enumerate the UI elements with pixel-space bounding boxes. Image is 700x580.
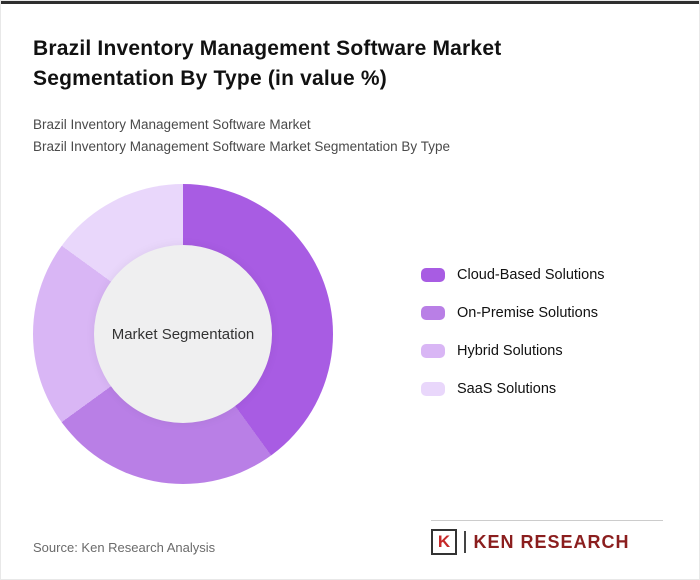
- source-text: Source: Ken Research Analysis: [33, 540, 216, 555]
- legend-swatch: [421, 267, 445, 282]
- chart-legend: Cloud-Based Solutions On-Premise Solution…: [421, 265, 605, 417]
- donut-center-label: Market Segmentation: [111, 325, 255, 343]
- legend-swatch: [421, 343, 445, 358]
- legend-item: SaaS Solutions: [421, 379, 605, 398]
- top-border: [1, 1, 699, 4]
- subtitle-line-2: Brazil Inventory Management Software Mar…: [33, 138, 450, 154]
- ken-research-logo: K KEN RESEARCH: [431, 520, 663, 555]
- ken-research-k-icon: K: [431, 529, 457, 555]
- legend-label: Cloud-Based Solutions: [457, 266, 605, 283]
- legend-label: Hybrid Solutions: [457, 342, 563, 359]
- donut-chart: Market Segmentation: [33, 184, 333, 484]
- donut-center: Market Segmentation: [94, 245, 272, 423]
- legend-swatch: [421, 305, 445, 320]
- legend-swatch: [421, 381, 445, 396]
- logo-text: KEN RESEARCH: [473, 531, 630, 552]
- logo-divider: [464, 531, 466, 553]
- page-title: Brazil Inventory Management Software Mar…: [33, 37, 502, 91]
- legend-label: SaaS Solutions: [457, 380, 557, 397]
- legend-item: On-Premise Solutions: [421, 303, 605, 322]
- subtitle-line-1: Brazil Inventory Management Software Mar…: [33, 117, 311, 132]
- subtitle-block: Brazil Inventory Management Software Mar…: [33, 114, 450, 158]
- legend-item: Cloud-Based Solutions: [421, 265, 605, 284]
- legend-item: Hybrid Solutions: [421, 341, 605, 360]
- legend-label: On-Premise Solutions: [457, 304, 599, 321]
